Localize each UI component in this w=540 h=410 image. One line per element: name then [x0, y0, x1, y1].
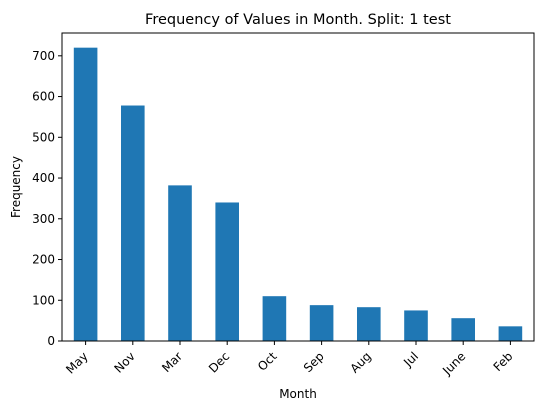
y-tick-label: 0	[47, 334, 55, 348]
bar-mar	[168, 185, 192, 341]
x-tick-label: Feb	[491, 349, 516, 374]
y-tick-label: 500	[32, 130, 55, 144]
y-tick-label: 400	[32, 171, 55, 185]
x-axis-title: Month	[279, 387, 317, 401]
bars-layer	[73, 47, 523, 342]
x-axis: May Nov Mar Dec Oct Sep Aug Jul June Feb	[63, 341, 516, 378]
x-tick-label: Aug	[347, 349, 373, 375]
y-tick-label: 600	[32, 90, 55, 104]
x-tick-label: Jul	[400, 349, 421, 370]
y-tick-label: 100	[32, 293, 55, 307]
x-tick-label: May	[63, 349, 90, 376]
plot-frame	[61, 32, 535, 342]
x-tick-label: Dec	[206, 349, 232, 375]
bar-nov	[121, 105, 145, 342]
bar-june	[451, 318, 475, 341]
bar-sep	[309, 305, 334, 341]
y-tick-label: 700	[32, 49, 55, 63]
y-tick-label: 200	[32, 253, 55, 267]
y-axis: 0 100 200 300 400 500 600 700	[32, 49, 62, 348]
x-tick-label: Oct	[255, 349, 280, 374]
x-tick-label: June	[439, 349, 468, 378]
x-tick-label: Mar	[159, 349, 185, 375]
bar-oct	[262, 296, 287, 341]
chart-title: Frequency of Values in Month. Split: 1 t…	[145, 12, 451, 28]
y-tick-label: 300	[32, 212, 55, 226]
bar-aug	[357, 307, 381, 341]
x-tick-label: Sep	[301, 349, 327, 375]
y-axis-title: Frequency	[9, 156, 23, 218]
bar-may	[73, 47, 98, 342]
bar-feb	[498, 326, 523, 341]
bar-jul	[404, 310, 428, 341]
x-tick-label: Nov	[111, 349, 137, 375]
bar-dec	[215, 202, 239, 341]
